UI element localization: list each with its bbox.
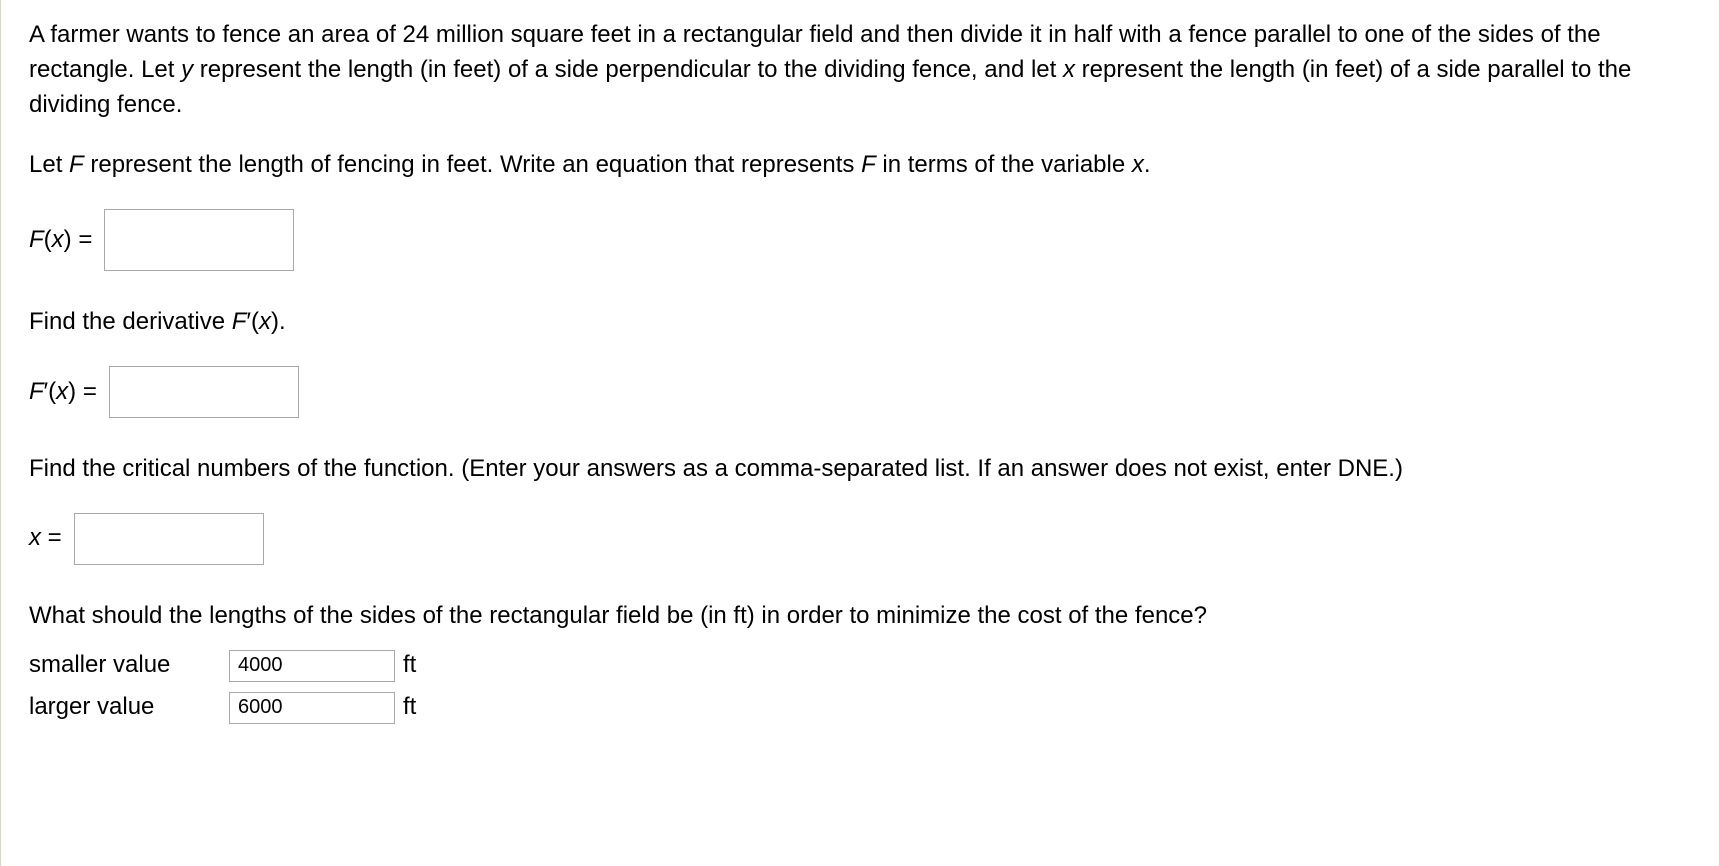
derivative-prompt: Find the derivative F′(x). [29, 305, 1691, 340]
lengths-prompt: What should the lengths of the sides of … [29, 599, 1691, 634]
larger-value-label: larger value [29, 690, 229, 725]
critical-x-input[interactable] [74, 513, 264, 565]
var-x: x [52, 226, 64, 253]
unit-ft: ft [403, 648, 416, 683]
var-x: x [1132, 151, 1144, 178]
answer-table: smaller value ft larger value ft [29, 648, 1691, 726]
text: ) = [64, 226, 93, 253]
larger-value-input[interactable] [229, 692, 395, 724]
var-F: F [29, 226, 44, 253]
var-F: F [232, 308, 247, 335]
equation-x-lhs: x = [29, 521, 62, 556]
var-y: y [181, 56, 193, 83]
larger-value-row: larger value ft [29, 690, 1691, 726]
smaller-value-label: smaller value [29, 648, 229, 683]
var-F: F [861, 151, 876, 178]
equation-Fx-lhs: F(x) = [29, 223, 92, 258]
var-x: x [259, 308, 271, 335]
var-F: F [69, 151, 84, 178]
text: Find the derivative [29, 308, 232, 335]
text: represent the length of fencing in feet.… [84, 151, 861, 178]
var-x: x [29, 524, 41, 551]
Fx-input[interactable] [104, 209, 294, 271]
smaller-value-input[interactable] [229, 650, 395, 682]
text: ). [271, 308, 286, 335]
text: ( [48, 378, 56, 405]
text: What should the lengths of the sides of … [29, 602, 1207, 629]
var-x: x [56, 378, 68, 405]
equation-Fprime-lhs: F′(x) = [29, 375, 97, 410]
equation-Fx-row: F(x) = [29, 209, 1691, 271]
text: Let [29, 151, 69, 178]
text: ) = [68, 378, 97, 405]
text: represent the length (in feet) of a side… [193, 56, 1063, 83]
text: Find the critical numbers of the functio… [29, 455, 1403, 482]
equation-Fprime-row: F′(x) = [29, 366, 1691, 418]
critical-numbers-prompt: Find the critical numbers of the functio… [29, 452, 1691, 487]
var-F: F [29, 378, 44, 405]
var-x: x [1063, 56, 1075, 83]
problem-statement-2: Let F represent the length of fencing in… [29, 148, 1691, 183]
Fprime-input[interactable] [109, 366, 299, 418]
text: . [1144, 151, 1151, 178]
problem-statement-1: A farmer wants to fence an area of 24 mi… [29, 18, 1691, 122]
unit-ft: ft [403, 690, 416, 725]
question-container: A farmer wants to fence an area of 24 mi… [0, 0, 1720, 866]
text: ( [44, 226, 52, 253]
equation-x-row: x = [29, 513, 1691, 565]
smaller-value-row: smaller value ft [29, 648, 1691, 684]
text: in terms of the variable [876, 151, 1132, 178]
text: = [41, 524, 62, 551]
text: ( [251, 308, 259, 335]
